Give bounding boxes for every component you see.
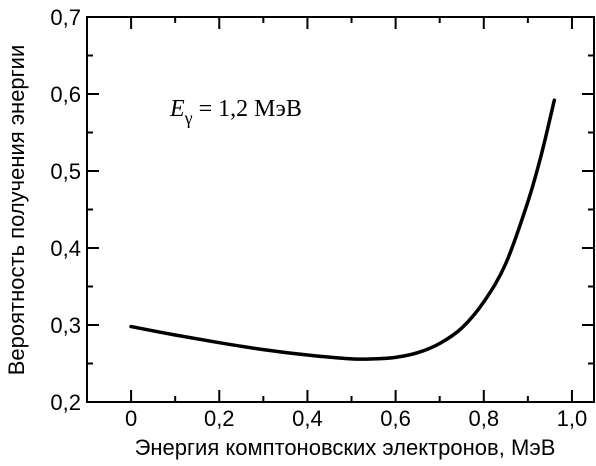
x-tick-label: 1,0 bbox=[557, 406, 588, 431]
annotation-subscript: γ bbox=[184, 108, 193, 128]
annotation: Eγ = 1,2 МэВ bbox=[169, 96, 302, 128]
x-tick-label: 0,8 bbox=[468, 406, 499, 431]
plot-frame bbox=[86, 16, 595, 403]
series bbox=[129, 98, 557, 361]
series-line bbox=[129, 98, 557, 361]
y-axis-title: Вероятность получения энергии bbox=[4, 45, 29, 376]
y-tick-label: 0,6 bbox=[50, 82, 81, 107]
x-tick-label: 0 bbox=[125, 406, 137, 431]
annotation-symbol: E bbox=[169, 96, 185, 122]
y-tick-label: 0,3 bbox=[50, 313, 81, 338]
y-tick-label: 0,7 bbox=[50, 5, 81, 30]
y-tick-label: 0,2 bbox=[50, 390, 81, 415]
x-axis-title: Энергия комптоновских электронов, МэВ bbox=[135, 435, 556, 460]
axes bbox=[86, 16, 595, 403]
y-tick-label: 0,5 bbox=[50, 159, 81, 184]
x-tick-label: 0,4 bbox=[292, 406, 323, 431]
x-tick-label: 0,6 bbox=[380, 406, 411, 431]
y-tick-label: 0,4 bbox=[50, 236, 81, 261]
annotation-text: = 1,2 МэВ bbox=[193, 96, 302, 122]
ticks: 0 0,2 0,4 0,6 0,8 1,0 0,2 0,3 0,4 0,5 0,6 0,7 bbox=[50, 5, 594, 431]
x-tick-label: 0,2 bbox=[204, 406, 235, 431]
